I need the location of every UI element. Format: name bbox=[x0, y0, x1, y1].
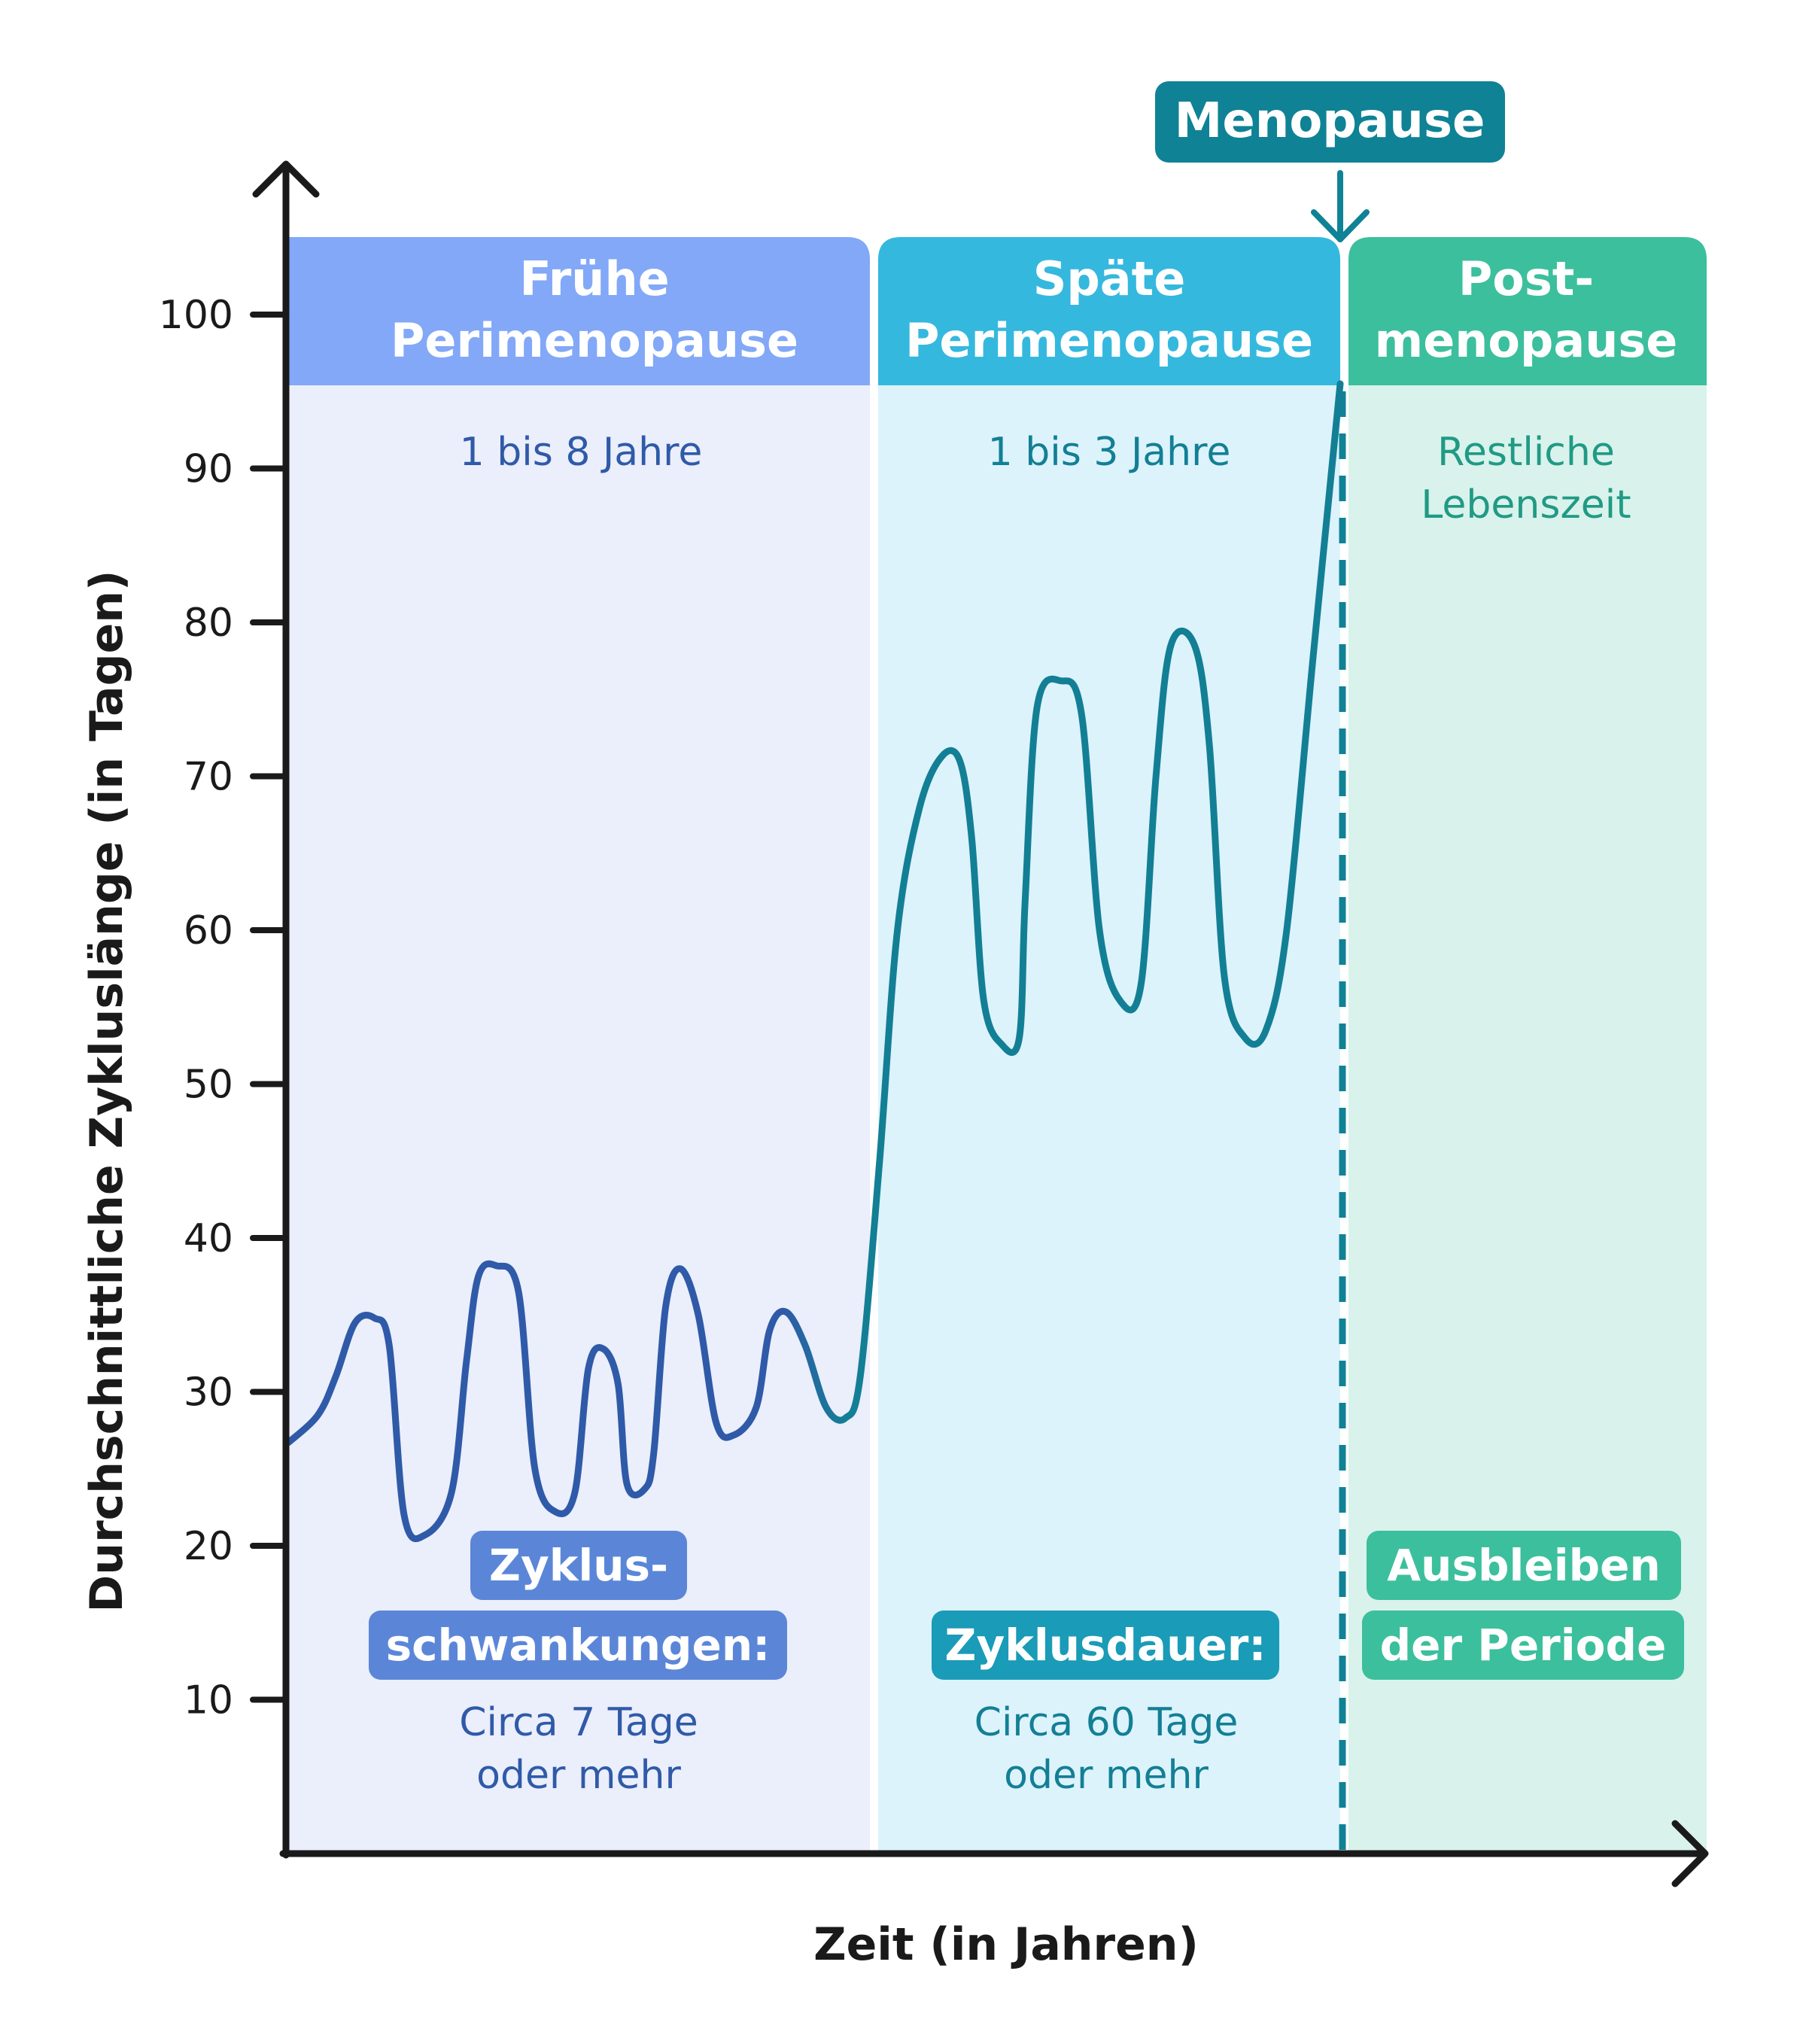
phase-early-badge-line2-text: schwankungen: bbox=[386, 1620, 771, 1671]
phase-backgrounds bbox=[288, 384, 1707, 1854]
cycle-length-line bbox=[284, 380, 1344, 1542]
phase-late-duration: 1 bis 3 Jahre bbox=[988, 430, 1231, 475]
phase-post-duration-line1: Restliche bbox=[1437, 430, 1615, 475]
phase-headers: Frühe Perimenopause Späte Perimenopause … bbox=[288, 237, 1707, 385]
phase-post-title-line1: Post- bbox=[1458, 251, 1594, 306]
phase-post-badge-line2 bbox=[1362, 1611, 1684, 1680]
menopause-arrow-head bbox=[1311, 209, 1370, 242]
phase-late-background bbox=[878, 384, 1340, 1854]
phase-early-title-line1: Frühe bbox=[519, 251, 669, 306]
phase-late-note-line1: Circa 60 Tage bbox=[974, 1700, 1239, 1745]
phase-late-badge-text: Zyklusdauer: bbox=[944, 1620, 1266, 1671]
phase-late-title-line2: Perimenopause bbox=[905, 313, 1313, 368]
phase-late-title-line1: Späte bbox=[1033, 251, 1186, 306]
y-tick-label: 90 bbox=[184, 447, 233, 492]
axes: 10 20 30 40 50 60 70 80 90 100 bbox=[159, 160, 1709, 1887]
phase-post-duration-line2: Lebenszeit bbox=[1421, 482, 1631, 528]
y-axis-arrow bbox=[252, 160, 320, 198]
phase-post-header bbox=[1348, 237, 1707, 385]
phase-durations: 1 bis 8 Jahre 1 bis 3 Jahre Restliche Le… bbox=[460, 430, 1631, 528]
phase-early-badge-line2 bbox=[369, 1611, 787, 1680]
phase-post-background bbox=[1348, 384, 1707, 1854]
phase-post-title-line2: menopause bbox=[1375, 313, 1678, 368]
phase-early-background bbox=[288, 384, 870, 1854]
phase-early-badge-line1 bbox=[470, 1531, 687, 1600]
phase-early-duration: 1 bis 8 Jahre bbox=[460, 430, 703, 475]
menopause-badge-label: Menopause bbox=[1175, 93, 1485, 149]
phase-post-badge-line1-text: Ausbleiben bbox=[1387, 1540, 1660, 1591]
y-tick-label: 60 bbox=[184, 908, 233, 954]
y-tick-label: 10 bbox=[184, 1678, 233, 1723]
menopause-badge bbox=[1155, 81, 1505, 163]
phase-late-header bbox=[878, 237, 1340, 385]
phase-early-note-line2: oder mehr bbox=[476, 1753, 681, 1798]
phase-late-badge bbox=[932, 1611, 1279, 1680]
phase-late-note-line2: oder mehr bbox=[1004, 1753, 1209, 1798]
y-tick-label: 50 bbox=[184, 1063, 233, 1108]
y-tick-label: 80 bbox=[184, 601, 233, 646]
y-tick-label: 70 bbox=[184, 755, 233, 800]
x-axis-arrow bbox=[1671, 1820, 1709, 1887]
phase-post-badge-line2-text: der Periode bbox=[1380, 1620, 1667, 1671]
phase-early-note-line1: Circa 7 Tage bbox=[459, 1700, 698, 1745]
y-ticks: 10 20 30 40 50 60 70 80 90 100 bbox=[159, 293, 289, 1723]
y-tick-label: 30 bbox=[184, 1370, 233, 1416]
y-tick-label: 100 bbox=[159, 293, 233, 338]
phase-early-badge-line1-text: Zyklus- bbox=[489, 1540, 668, 1591]
menopause-marker: Menopause bbox=[1155, 81, 1505, 1850]
phase-early-header bbox=[288, 237, 870, 385]
y-tick-label: 40 bbox=[184, 1216, 233, 1261]
phase-notes: Zyklus- schwankungen: Circa 7 Tage oder … bbox=[369, 1531, 1684, 1798]
x-axis-label: Zeit (in Jahren) bbox=[813, 1918, 1199, 1971]
phase-post-badge-line1 bbox=[1367, 1531, 1681, 1600]
phase-early-title-line2: Perimenopause bbox=[391, 313, 798, 368]
y-tick-label: 20 bbox=[184, 1524, 233, 1569]
y-axis-label: Durchschnittliche Zykluslänge (in Tagen) bbox=[81, 570, 133, 1613]
